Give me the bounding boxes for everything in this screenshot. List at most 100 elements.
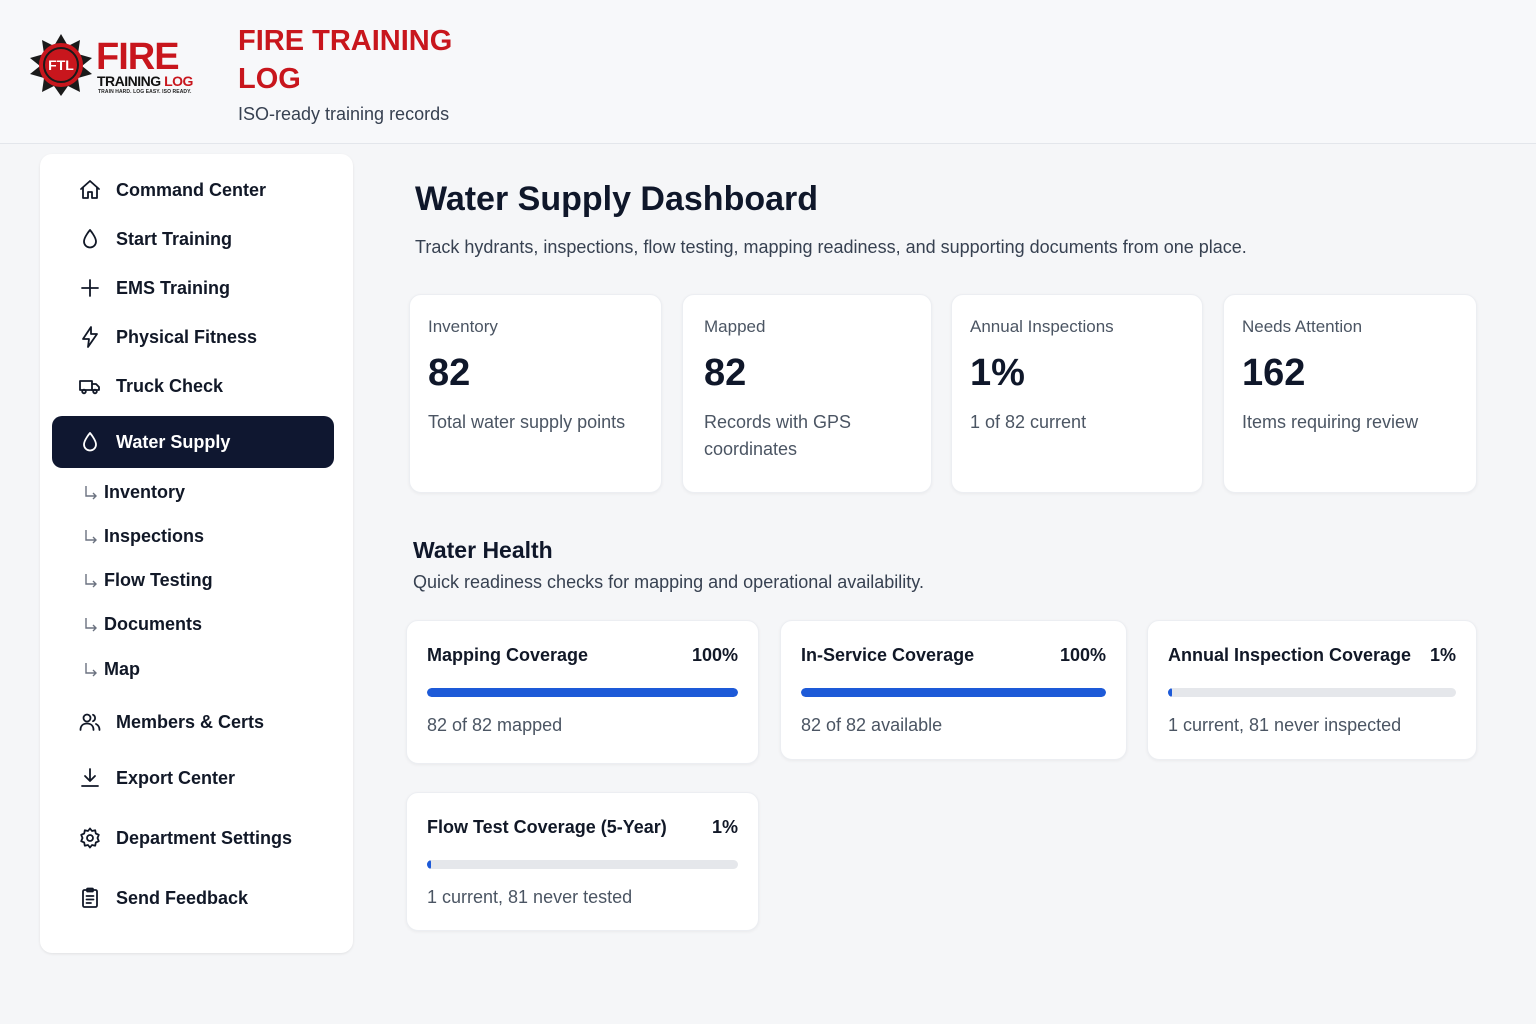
stat-card-needs-attention[interactable]: Needs Attention 162 Items requiring revi… bbox=[1223, 294, 1477, 493]
bolt-icon bbox=[78, 325, 102, 349]
stat-value: 162 bbox=[1242, 352, 1306, 394]
stat-card-annual-inspections[interactable]: Annual Inspections 1% 1 of 82 current bbox=[951, 294, 1203, 493]
logo-word-fire: FIRE bbox=[96, 36, 180, 78]
sub-arrow-icon bbox=[82, 527, 100, 545]
sidebar-subitem-label: Documents bbox=[104, 613, 203, 634]
progress-fill bbox=[1168, 688, 1172, 697]
health-card-note: 1 current, 81 never inspected bbox=[1168, 715, 1402, 735]
drop-icon bbox=[78, 227, 102, 251]
sidebar-subitem-label: Inspections bbox=[104, 525, 205, 546]
maltese-cross-logo-icon: FTL bbox=[30, 34, 92, 96]
progress-track bbox=[427, 688, 738, 697]
health-card-title: Annual Inspection Coverage bbox=[1168, 645, 1412, 665]
sidebar-subitem-label: Inventory bbox=[104, 481, 186, 502]
drop-icon bbox=[78, 430, 102, 454]
sidebar: Command Center Start Training EMS Traini… bbox=[40, 154, 353, 953]
health-card-in-service-coverage[interactable]: In-Service Coverage 100% 82 of 82 availa… bbox=[780, 620, 1127, 760]
health-card-percent: 100% bbox=[691, 645, 738, 665]
sub-arrow-icon bbox=[82, 615, 100, 633]
health-card-percent: 1% bbox=[1429, 645, 1456, 665]
users-icon bbox=[78, 710, 102, 734]
health-card-mapping-coverage[interactable]: Mapping Coverage 100% 82 of 82 mapped bbox=[406, 620, 759, 764]
health-card-header: Flow Test Coverage (5-Year) 1% bbox=[427, 817, 738, 838]
sidebar-subitem-flow-testing[interactable]: Flow Testing bbox=[82, 565, 213, 595]
logo-word-training: TRAINING bbox=[97, 73, 161, 89]
sidebar-item-label: Physical Fitness bbox=[116, 326, 258, 347]
health-card-annual-inspection-coverage[interactable]: Annual Inspection Coverage 1% 1 current,… bbox=[1147, 620, 1477, 760]
gear-icon bbox=[78, 826, 102, 850]
progress-fill bbox=[427, 688, 738, 697]
sidebar-item-department-settings[interactable]: Department Settings bbox=[52, 812, 334, 864]
health-card-note: 82 of 82 mapped bbox=[427, 715, 563, 735]
sidebar-item-ems-training[interactable]: EMS Training bbox=[52, 262, 334, 314]
app-header: FTL FIRE TRAINING LOG TRAIN HARD. LOG EA… bbox=[0, 0, 1536, 144]
health-card-flow-test-coverage[interactable]: Flow Test Coverage (5-Year) 1% 1 current… bbox=[406, 792, 759, 931]
progress-track bbox=[427, 860, 738, 869]
health-card-title: Flow Test Coverage (5-Year) bbox=[427, 817, 667, 837]
sidebar-subitem-inventory[interactable]: Inventory bbox=[82, 477, 185, 507]
sidebar-item-export-center[interactable]: Export Center bbox=[52, 752, 334, 804]
stat-label: Needs Attention bbox=[1242, 317, 1363, 336]
health-card-note: 1 current, 81 never tested bbox=[427, 887, 633, 907]
sidebar-item-label: Members & Certs bbox=[116, 711, 265, 732]
logo[interactable]: FTL FIRE TRAINING LOG TRAIN HARD. LOG EA… bbox=[28, 32, 204, 102]
health-card-header: Mapping Coverage 100% bbox=[427, 645, 738, 666]
sidebar-item-label: Command Center bbox=[116, 179, 267, 200]
sidebar-subitem-inspections[interactable]: Inspections bbox=[82, 521, 204, 551]
sidebar-subitem-documents[interactable]: Documents bbox=[82, 609, 202, 639]
page-description: Track hydrants, inspections, flow testin… bbox=[415, 237, 1247, 257]
stat-label: Inventory bbox=[428, 317, 498, 336]
health-card-header: In-Service Coverage 100% bbox=[801, 645, 1106, 666]
home-icon bbox=[78, 178, 102, 202]
health-card-percent: 1% bbox=[711, 817, 738, 837]
sidebar-item-water-supply[interactable]: Water Supply bbox=[52, 416, 334, 468]
health-card-title: Mapping Coverage bbox=[427, 645, 589, 665]
stat-label: Annual Inspections bbox=[970, 317, 1114, 336]
sidebar-subitem-map[interactable]: Map bbox=[82, 654, 140, 684]
stat-value: 82 bbox=[704, 352, 747, 394]
app-subtitle: ISO-ready training records bbox=[238, 104, 450, 124]
health-card-percent: 100% bbox=[1059, 645, 1106, 665]
stat-note: Total water supply points bbox=[428, 412, 626, 432]
progress-track bbox=[801, 688, 1106, 697]
health-card-note: 82 of 82 available bbox=[801, 715, 943, 735]
logo-word-training-log: TRAINING LOG bbox=[97, 74, 193, 88]
logo-word-log: LOG bbox=[164, 73, 193, 89]
stat-note: 1 of 82 current bbox=[970, 412, 1087, 432]
download-icon bbox=[78, 766, 102, 790]
sidebar-item-send-feedback[interactable]: Send Feedback bbox=[52, 872, 334, 924]
clipboard-icon bbox=[78, 886, 102, 910]
stat-value: 1% bbox=[970, 352, 1025, 394]
sidebar-item-label: Truck Check bbox=[116, 375, 224, 396]
section-description: Quick readiness checks for mapping and o… bbox=[413, 572, 924, 592]
sidebar-item-label: Send Feedback bbox=[116, 887, 249, 908]
logo-badge-text: FTL bbox=[48, 57, 74, 73]
sidebar-item-label: Start Training bbox=[116, 228, 233, 249]
stat-card-mapped[interactable]: Mapped 82 Records with GPS coordinates bbox=[682, 294, 932, 493]
sidebar-subitem-label: Map bbox=[104, 658, 140, 679]
sidebar-item-command-center[interactable]: Command Center bbox=[52, 164, 334, 216]
health-card-title: In-Service Coverage bbox=[801, 645, 975, 665]
sidebar-item-start-training[interactable]: Start Training bbox=[52, 213, 334, 265]
stat-value: 82 bbox=[428, 352, 471, 394]
progress-fill bbox=[427, 860, 431, 869]
health-card-header: Annual Inspection Coverage 1% bbox=[1168, 645, 1456, 666]
plus-icon bbox=[78, 276, 102, 300]
progress-fill bbox=[801, 688, 1106, 697]
sub-arrow-icon bbox=[82, 571, 100, 589]
app-title: FIRE TRAINING LOG bbox=[238, 25, 453, 95]
sidebar-subitem-label: Flow Testing bbox=[104, 569, 213, 590]
sidebar-item-truck-check[interactable]: Truck Check bbox=[52, 360, 334, 412]
sub-arrow-icon bbox=[82, 660, 100, 678]
truck-icon bbox=[78, 374, 102, 398]
sidebar-item-label: EMS Training bbox=[116, 277, 231, 298]
sidebar-item-label: Water Supply bbox=[116, 431, 231, 452]
stat-note: Items requiring review bbox=[1242, 412, 1419, 432]
sidebar-item-physical-fitness[interactable]: Physical Fitness bbox=[52, 311, 334, 363]
sidebar-item-members-certs[interactable]: Members & Certs bbox=[52, 696, 334, 748]
stat-label: Mapped bbox=[704, 317, 766, 336]
logo-tagline: TRAIN HARD. LOG EASY. ISO READY. bbox=[98, 89, 192, 95]
sidebar-item-label: Department Settings bbox=[116, 827, 293, 848]
stat-card-inventory[interactable]: Inventory 82 Total water supply points bbox=[409, 294, 662, 493]
section-title-water-health: Water Health bbox=[413, 537, 553, 563]
